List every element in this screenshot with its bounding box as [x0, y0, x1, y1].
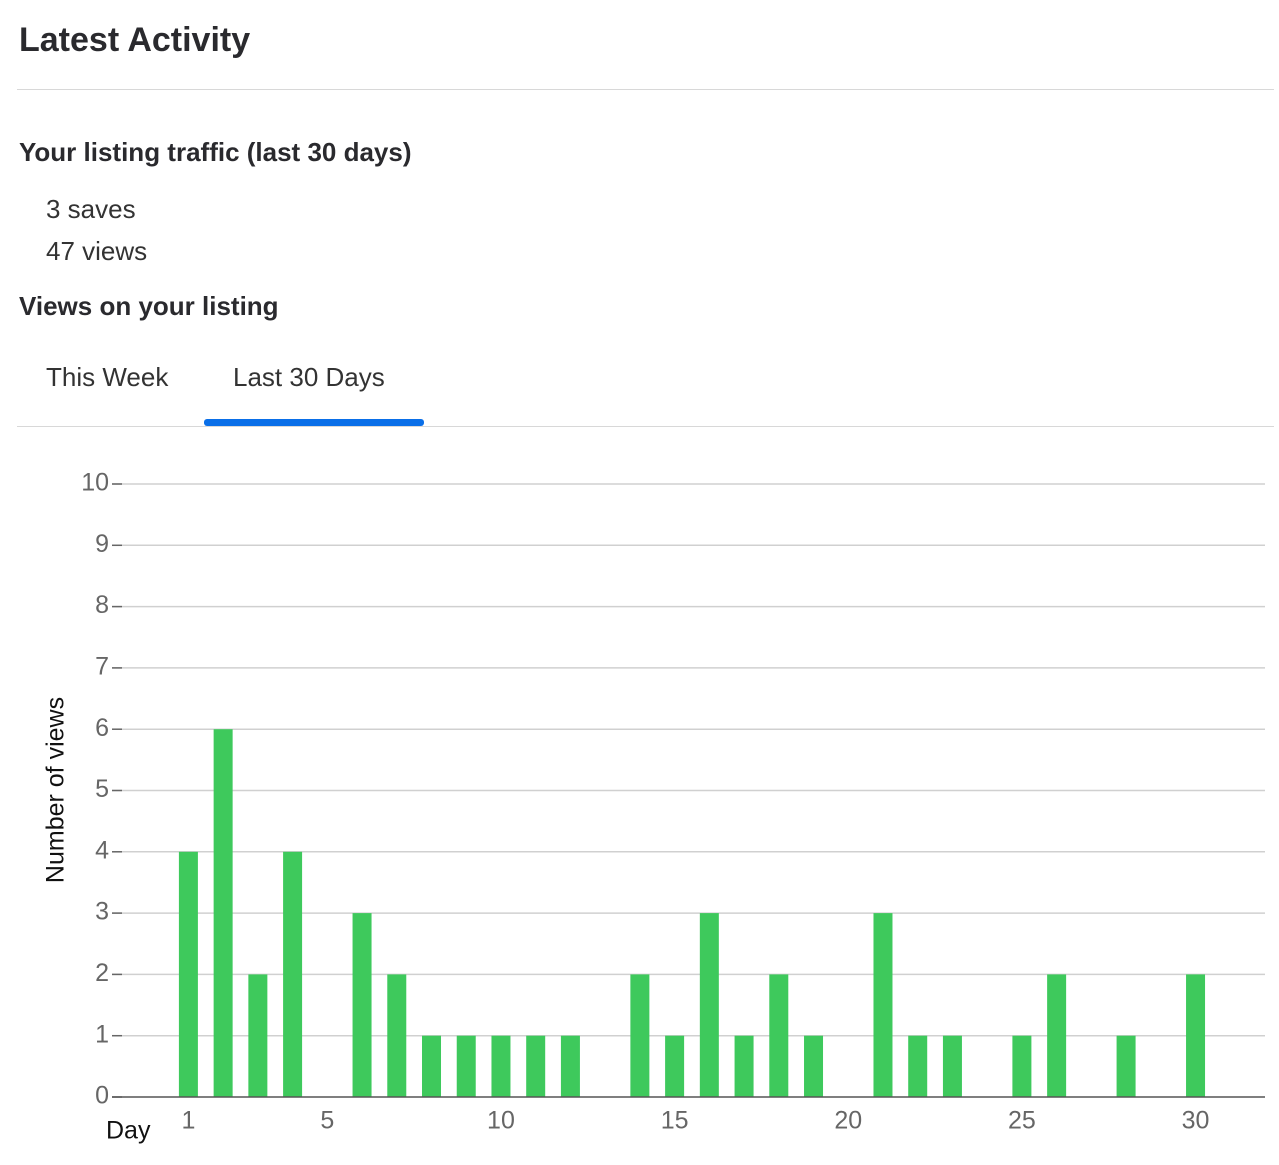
bar — [178, 851, 198, 1097]
y-tick-label: 5 — [95, 775, 109, 803]
y-tick-label: 0 — [95, 1082, 109, 1110]
views-count: 47 views — [46, 236, 147, 266]
bar — [456, 1035, 476, 1097]
y-tick-label: 3 — [95, 898, 109, 926]
page-title: Latest Activity — [19, 21, 250, 59]
bar — [942, 1035, 962, 1097]
y-tick-label: 10 — [81, 469, 109, 497]
x-tick-label: 20 — [834, 1107, 862, 1135]
bar — [491, 1035, 511, 1097]
bar — [560, 1035, 580, 1097]
x-tick-label: 30 — [1182, 1107, 1210, 1135]
bar — [734, 1035, 754, 1097]
section-title: Views on your listing — [19, 291, 279, 321]
x-tick-label: 15 — [661, 1107, 689, 1135]
bar — [352, 913, 372, 1097]
y-tick-label: 8 — [95, 591, 109, 619]
y-tick-label: 1 — [95, 1020, 109, 1048]
tab[interactable]: Last 30 Days — [233, 362, 385, 392]
x-tick-label: 10 — [487, 1107, 515, 1135]
tab[interactable]: This Week — [46, 362, 169, 392]
bar — [526, 1035, 546, 1097]
bar — [1186, 974, 1206, 1097]
section-title: Your listing traffic (last 30 days) — [19, 137, 412, 167]
y-tick-label: 6 — [95, 714, 109, 742]
bar — [1047, 974, 1067, 1097]
x-tick-label: 5 — [320, 1107, 334, 1135]
bar — [908, 1035, 928, 1097]
bar — [769, 974, 789, 1097]
bar — [873, 913, 893, 1097]
bar — [283, 851, 303, 1097]
x-axis-title: Day — [106, 1117, 151, 1145]
x-tick-label: 1 — [181, 1107, 195, 1135]
saves-count: 3 saves — [46, 194, 136, 224]
y-tick-label: 9 — [95, 530, 109, 558]
bar — [213, 729, 233, 1097]
bar — [422, 1035, 442, 1097]
bar — [804, 1035, 824, 1097]
bar — [1012, 1035, 1032, 1097]
y-axis-title: Number of views — [42, 697, 70, 883]
y-tick-label: 7 — [95, 653, 109, 681]
bar — [630, 974, 650, 1097]
bar — [1116, 1035, 1136, 1097]
bar — [665, 1035, 685, 1097]
x-tick-label: 25 — [1008, 1107, 1036, 1135]
bar — [387, 974, 407, 1097]
active-tab-indicator — [204, 419, 424, 426]
y-tick-label: 2 — [95, 959, 109, 987]
y-tick-label: 4 — [95, 836, 109, 864]
bar — [248, 974, 268, 1097]
bar — [699, 913, 719, 1097]
